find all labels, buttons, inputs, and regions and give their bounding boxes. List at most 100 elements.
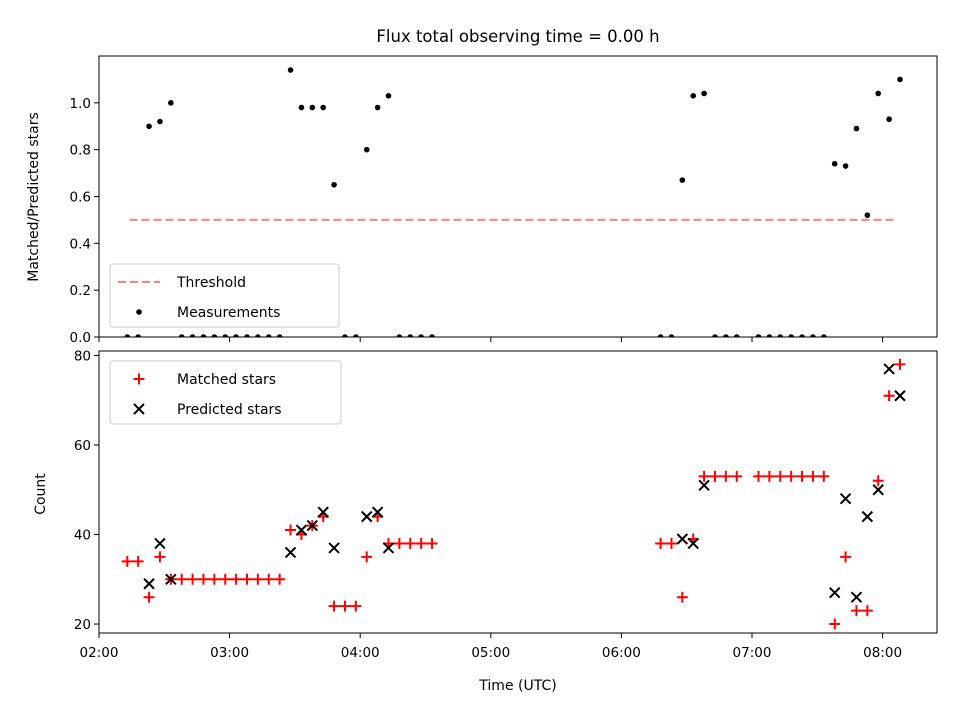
- axes-frame: [98, 350, 938, 634]
- top-ylabel: Matched/Predicted stars: [26, 112, 42, 282]
- matched-star-marker: [807, 470, 819, 482]
- predicted-star-marker: [676, 533, 689, 545]
- predicted-star-marker: [872, 484, 884, 496]
- measurement-point: [276, 334, 283, 337]
- predicted-star-marker: [698, 479, 710, 491]
- matched-star-marker: [753, 470, 765, 482]
- plot-area: [124, 67, 903, 337]
- matched-star-marker: [665, 537, 677, 549]
- measurement-point: [146, 123, 152, 130]
- ytick-label: 60: [74, 438, 91, 454]
- matched-star-marker: [339, 600, 351, 612]
- measurement-point: [831, 160, 838, 167]
- measurement-point: [211, 334, 218, 337]
- measurement-point: [135, 334, 141, 337]
- legend-label: Measurements: [177, 305, 280, 321]
- ytick-label: 20: [74, 617, 91, 633]
- xtick-label: 02:00: [80, 645, 119, 661]
- measurement-point: [875, 90, 882, 97]
- predicted-star-marker: [143, 578, 155, 590]
- predicted-star-marker: [839, 493, 852, 505]
- matched-star-marker: [241, 573, 253, 585]
- measurement-point: [766, 334, 773, 337]
- matched-star-marker: [187, 573, 199, 585]
- plot-area: [121, 358, 906, 630]
- measurement-point: [157, 118, 163, 125]
- matched-star-marker: [709, 470, 721, 482]
- chart-title: Flux total observing time = 0.00 h: [376, 27, 659, 46]
- measurement-point: [755, 334, 762, 337]
- legend-box: [109, 263, 340, 328]
- matched-star-marker: [361, 551, 373, 563]
- measurement-point: [363, 146, 370, 153]
- bottom-panel: Count Time (UTC) 20 40 60 80 02:00 03:00 04:00…: [33, 348, 938, 694]
- top-panel: Matched/Predicted stars 0.0 0.2 0.4 0.6 0.8 1…: [26, 55, 938, 346]
- legend-predicted-swatch: [133, 403, 145, 415]
- matched-star-marker: [426, 537, 438, 549]
- measurement-point: [701, 90, 707, 97]
- measurement-point: [309, 104, 316, 111]
- ytick-label: 0.0: [70, 330, 91, 346]
- legend: Threshold Measurements: [109, 263, 340, 328]
- measurement-point: [657, 334, 664, 337]
- legend-label: Predicted stars: [177, 402, 282, 418]
- measurement-point: [320, 104, 326, 111]
- measurement-point: [788, 334, 794, 337]
- legend: Matched stars Predicted stars: [109, 360, 342, 425]
- predicted-star-marker: [361, 510, 373, 523]
- measurement-point: [864, 212, 871, 219]
- ytick-label: 0.8: [70, 143, 91, 159]
- measurement-point: [853, 125, 860, 132]
- predicted-star-marker: [328, 542, 340, 554]
- measurement-point: [886, 116, 892, 123]
- measurement-point: [810, 334, 816, 337]
- matched-star-marker: [404, 537, 416, 549]
- measurement-point: [821, 334, 827, 337]
- measurement-point: [712, 334, 718, 337]
- predicted-star-marker: [850, 591, 863, 603]
- predicted-star-marker: [306, 519, 319, 532]
- bottom-xlabel: Time (UTC): [478, 678, 556, 694]
- predicted-star-marker: [687, 537, 699, 550]
- measurement-point: [222, 334, 229, 337]
- measurement-point: [418, 334, 424, 337]
- matched-star-marker: [818, 470, 830, 482]
- measurement-point: [342, 334, 348, 337]
- matched-star-marker: [230, 573, 242, 585]
- matched-star-marker: [796, 470, 808, 482]
- legend-matched-swatch: [133, 373, 145, 385]
- legend-box: [109, 360, 342, 425]
- legend-label: Threshold: [176, 275, 246, 291]
- ytick-label: 0.2: [70, 283, 91, 299]
- matched-star-marker: [176, 573, 188, 585]
- matched-star-marker: [785, 470, 797, 482]
- measurement-point: [265, 334, 272, 337]
- matched-star-marker: [121, 555, 133, 567]
- matched-star-marker: [698, 470, 710, 482]
- axes-frame: [98, 55, 938, 338]
- predicted-star-marker: [371, 506, 384, 518]
- matched-star-marker: [872, 475, 884, 487]
- ytick-label: 80: [74, 348, 91, 364]
- measurement-point: [723, 334, 729, 337]
- ytick-label: 1.0: [70, 96, 91, 112]
- predicted-star-marker: [154, 537, 166, 550]
- measurement-point: [124, 334, 131, 337]
- matched-star-marker: [894, 358, 906, 370]
- matched-star-marker: [219, 573, 231, 585]
- matched-star-marker: [285, 524, 297, 536]
- xtick-label: 08:00: [863, 645, 902, 661]
- matched-star-marker: [415, 537, 427, 549]
- matched-star-marker: [883, 390, 895, 402]
- ytick-label: 40: [74, 528, 91, 544]
- predicted-star-marker: [284, 546, 297, 559]
- predicted-star-marker: [165, 573, 177, 585]
- xtick-label: 07:00: [733, 645, 772, 661]
- predicted-star-marker: [317, 506, 329, 518]
- legend-measurement-swatch: [136, 309, 142, 315]
- measurement-point: [897, 76, 903, 83]
- measurement-point: [385, 93, 392, 99]
- measurement-point: [233, 334, 239, 337]
- matched-star-marker: [252, 573, 264, 585]
- matched-star-marker: [655, 537, 667, 549]
